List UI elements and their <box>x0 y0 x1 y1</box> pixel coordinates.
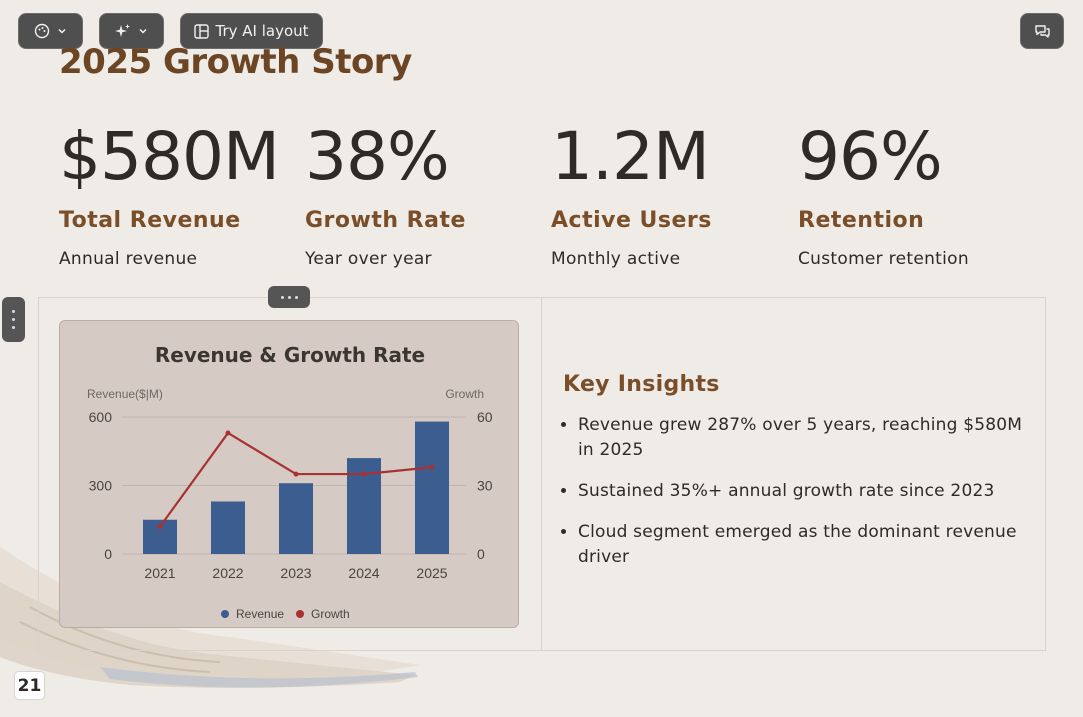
legend-growth-marker <box>296 610 304 618</box>
comments-button[interactable] <box>1020 13 1064 49</box>
insights-heading: Key Insights <box>563 372 720 397</box>
x-tick-label: 2023 <box>280 565 311 581</box>
stat-value: 1.2M <box>551 118 710 195</box>
legend-revenue-label: Revenue <box>236 607 284 621</box>
growth-point <box>361 471 367 477</box>
key-insights-panel: Key Insights Revenue grew 287% over 5 ye… <box>563 372 1033 586</box>
stat-value: $580M <box>59 118 280 195</box>
revenue-growth-chart[interactable]: Revenue & Growth Rate Revenue($|M) Growt… <box>59 320 519 628</box>
list-item: Cloud segment emerged as the dominant re… <box>578 520 1033 570</box>
comment-icon <box>1034 24 1050 38</box>
left-axis-label: Revenue($|M) <box>87 387 163 401</box>
magic-dropdown-button[interactable] <box>99 13 164 49</box>
x-tick-label: 2024 <box>348 565 379 581</box>
chart-svg: Revenue & Growth Rate Revenue($|M) Growt… <box>87 343 493 621</box>
revenue-bar <box>211 501 245 554</box>
list-item: Revenue grew 287% over 5 years, reaching… <box>578 413 1033 463</box>
page-number-badge[interactable]: 21 <box>14 671 45 700</box>
slide-title: 2025 Growth Story <box>59 42 412 82</box>
try-ai-layout-button[interactable]: Try AI layout <box>180 13 323 49</box>
growth-point <box>429 464 435 470</box>
y-right-tick-label: 30 <box>477 478 493 494</box>
y-left-tick-label: 300 <box>89 478 113 494</box>
y-right-tick-label: 60 <box>477 409 493 425</box>
layout-icon <box>194 23 210 39</box>
block-drag-handle[interactable] <box>268 286 310 308</box>
try-ai-layout-label: Try AI layout <box>215 22 309 40</box>
row-drag-handle[interactable] <box>2 297 25 342</box>
sparkle-icon <box>114 24 130 37</box>
stat-active-users: 1.2M Active Users Monthly active <box>551 118 791 269</box>
chevron-down-icon <box>57 28 66 34</box>
insights-list: Revenue grew 287% over 5 years, reaching… <box>563 413 1033 570</box>
stat-subtext: Monthly active <box>551 249 681 269</box>
x-tick-label: 2022 <box>212 565 243 581</box>
column-divider <box>541 297 542 651</box>
stat-subtext: Annual revenue <box>59 249 198 269</box>
theme-dropdown-button[interactable] <box>18 13 83 49</box>
stat-total-revenue: $580M Total Revenue Annual revenue <box>59 118 299 269</box>
x-tick-label: 2025 <box>416 565 447 581</box>
x-tick-label: 2021 <box>144 565 175 581</box>
stat-label: Active Users <box>551 208 712 233</box>
stat-subtext: Year over year <box>305 249 432 269</box>
stat-retention: 96% Retention Customer retention <box>798 118 1038 269</box>
content-block-frame <box>38 297 1046 651</box>
growth-point <box>225 430 231 436</box>
palette-icon <box>34 23 49 39</box>
stat-label: Total Revenue <box>59 208 241 233</box>
revenue-bar <box>279 483 313 554</box>
stat-value: 96% <box>798 118 943 195</box>
list-item: Sustained 35%+ annual growth rate since … <box>578 479 1033 504</box>
chevron-down-icon <box>138 28 147 34</box>
stat-growth-rate: 38% Growth Rate Year over year <box>305 118 545 269</box>
chart-title: Revenue & Growth Rate <box>155 343 425 367</box>
revenue-bar <box>415 421 449 554</box>
growth-point <box>157 524 163 530</box>
stat-subtext: Customer retention <box>798 249 969 269</box>
y-left-tick-label: 600 <box>89 409 113 425</box>
right-axis-label: Growth <box>445 387 484 401</box>
stat-label: Growth Rate <box>305 208 466 233</box>
stat-label: Retention <box>798 208 925 233</box>
y-right-tick-label: 0 <box>477 546 485 562</box>
stat-value: 38% <box>305 118 450 195</box>
legend-growth-label: Growth <box>311 607 350 621</box>
growth-point <box>293 471 299 477</box>
legend-revenue-marker <box>221 610 229 618</box>
y-left-tick-label: 0 <box>104 546 112 562</box>
